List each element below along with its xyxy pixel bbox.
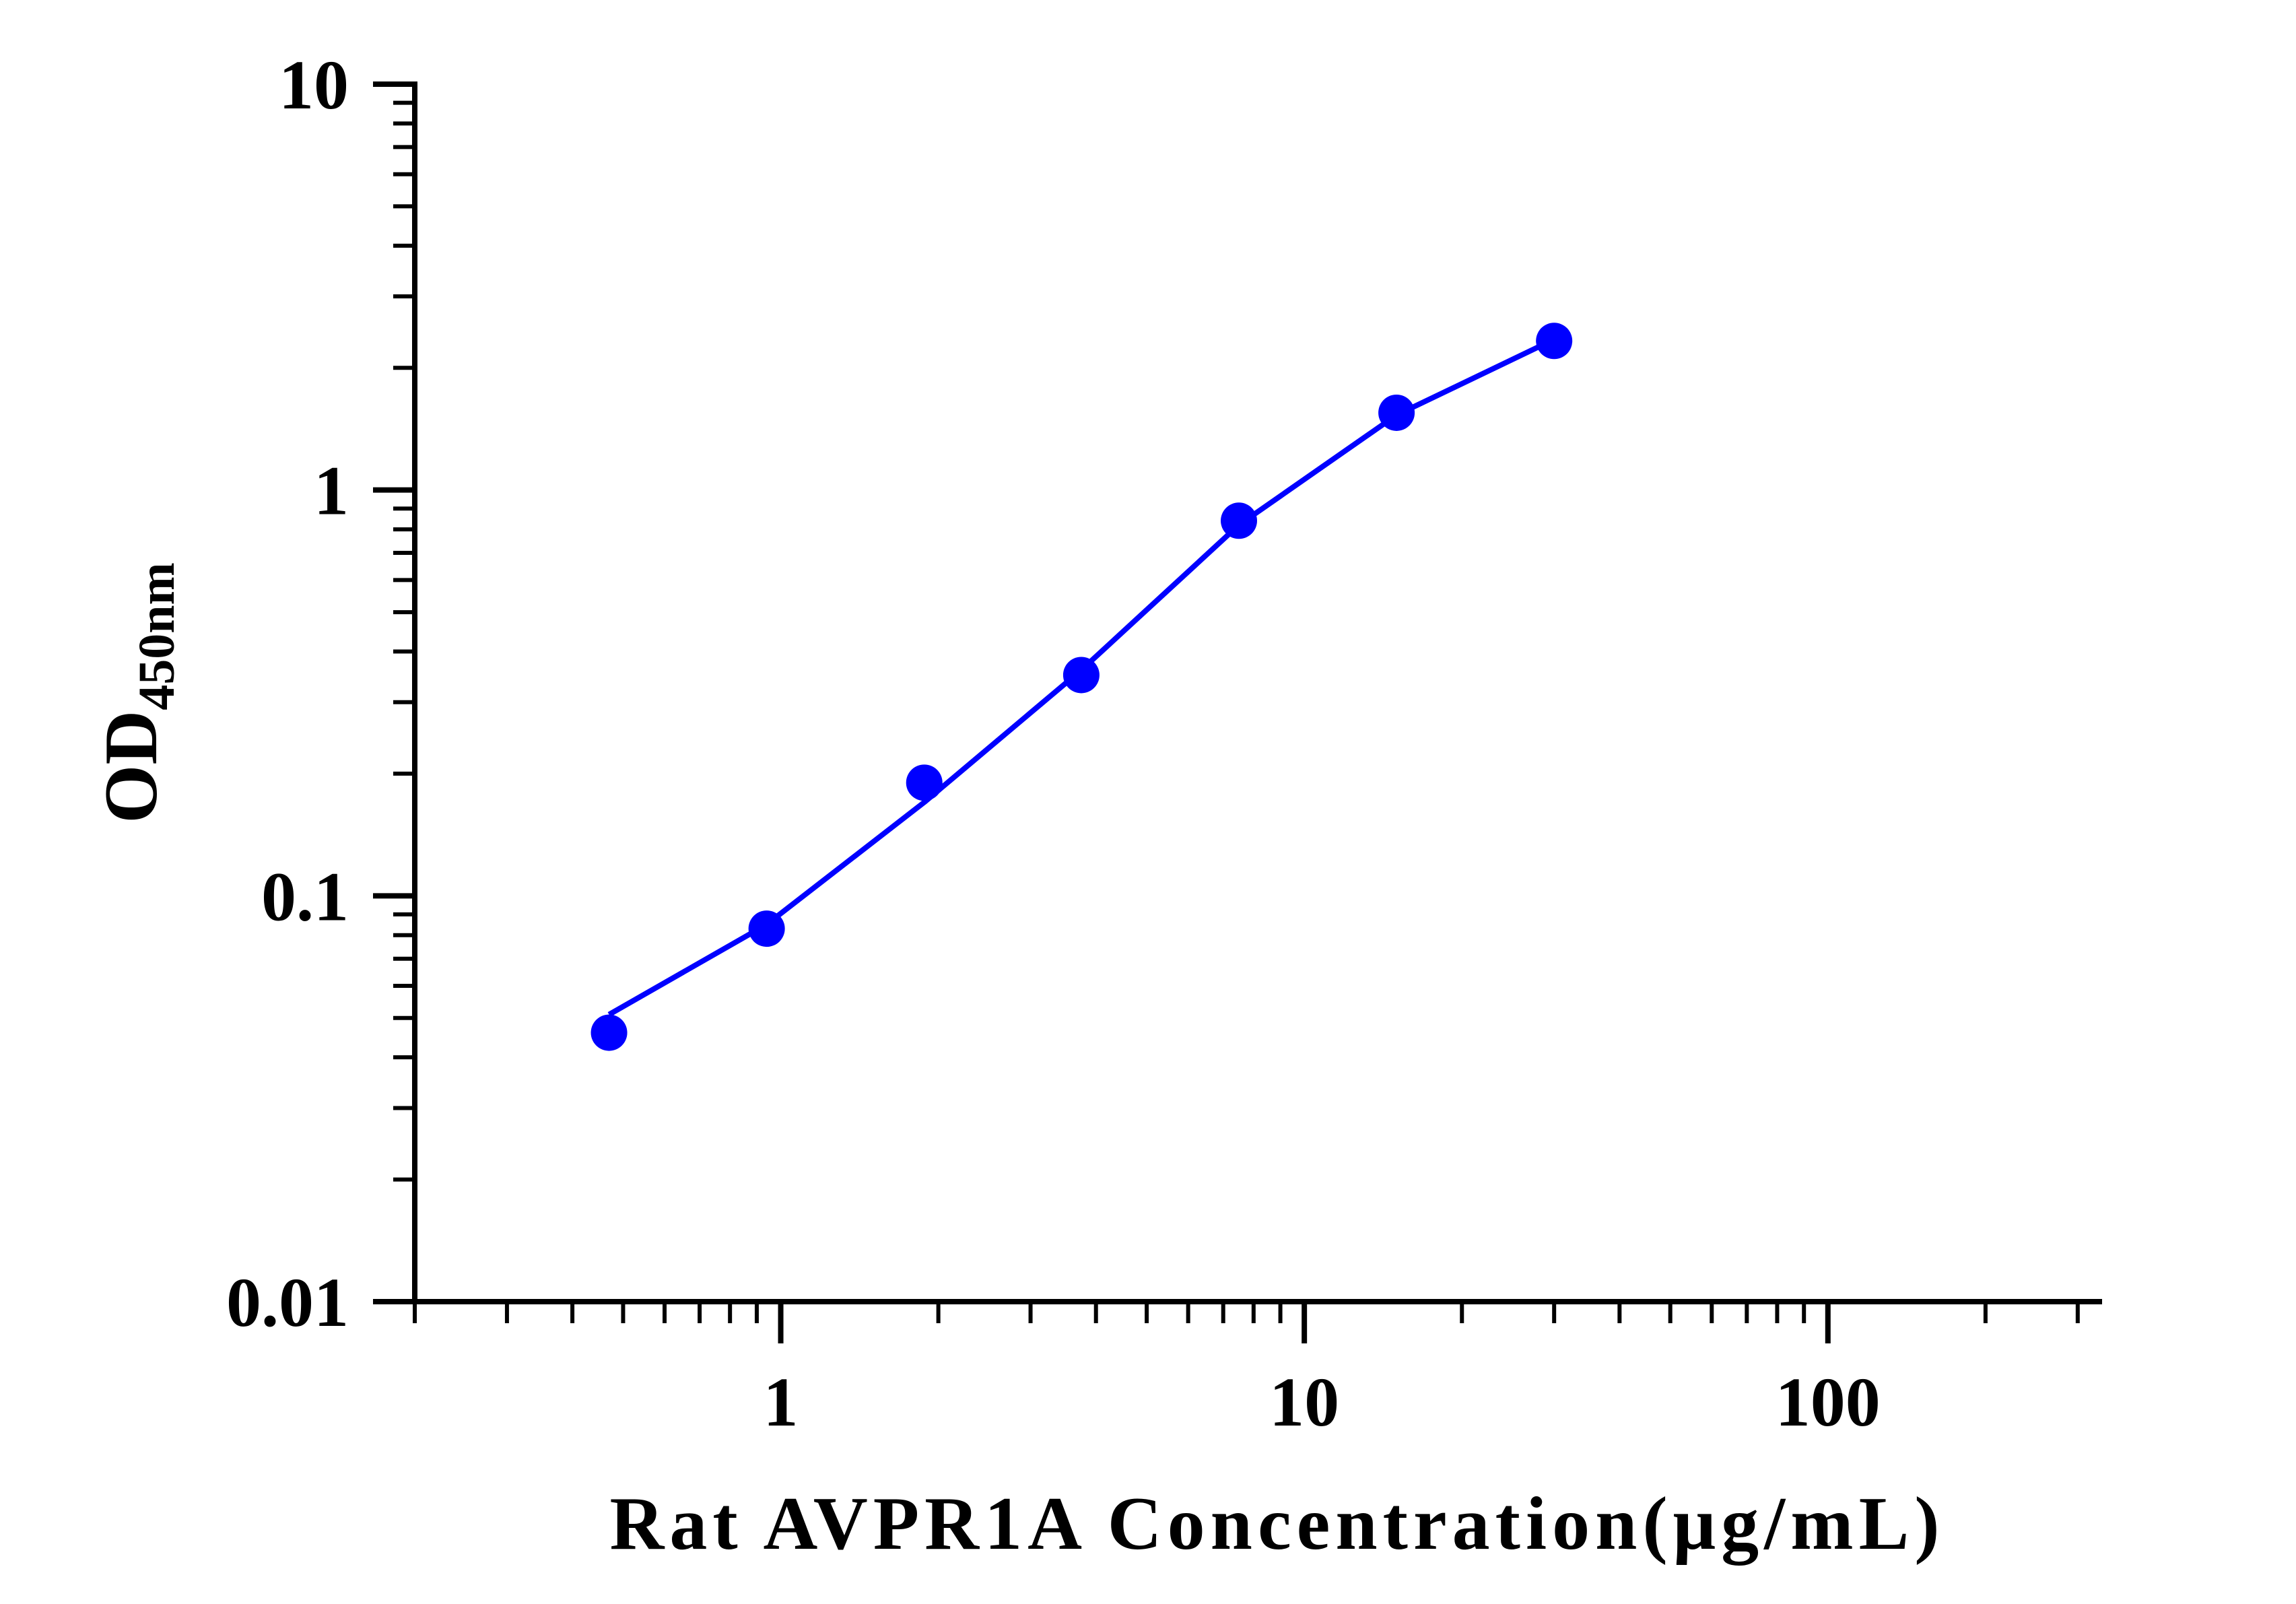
x-axis-title: Rat AVPR1A Concentration(μg/mL) <box>609 1482 1945 1566</box>
data-point <box>590 1014 628 1051</box>
x-major-ticks <box>778 1302 1831 1343</box>
data-point <box>906 764 943 801</box>
x-tick-label: 100 <box>1776 1364 1881 1441</box>
data-point <box>1536 323 1573 360</box>
y-tick-label: 1 <box>314 453 349 530</box>
y-axis-title-main: OD <box>90 710 173 824</box>
y-axis-title-subscript: 450nm <box>129 562 185 710</box>
x-minor-ticks <box>413 1302 2080 1323</box>
data-point <box>748 910 785 947</box>
data-point <box>1378 394 1415 431</box>
x-tick-label: 10 <box>1269 1364 1339 1441</box>
x-tick-label: 1 <box>764 1364 799 1441</box>
series-layer <box>590 323 1573 1051</box>
y-tick-label: 10 <box>279 46 349 124</box>
data-point <box>1221 502 1258 539</box>
x-tick-labels: 1 10 100 <box>764 1364 1881 1441</box>
y-axis-title: OD450nm <box>90 562 185 824</box>
y-tick-label: 0.1 <box>261 858 349 935</box>
y-tick-labels: 0.01 0.1 1 10 <box>226 46 349 1341</box>
y-tick-label: 0.01 <box>226 1264 349 1341</box>
data-point <box>1062 657 1100 694</box>
y-minor-ticks <box>393 100 415 1182</box>
y-major-ticks <box>373 81 415 1304</box>
y-axis-title-group: OD450nm <box>90 562 185 824</box>
